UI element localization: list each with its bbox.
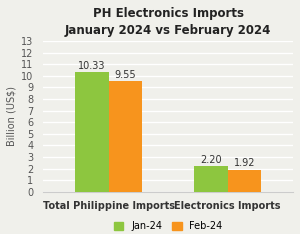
- Text: 10.33: 10.33: [78, 61, 106, 70]
- Title: PH Electronics Imports
January 2024 vs February 2024: PH Electronics Imports January 2024 vs F…: [65, 7, 271, 37]
- Bar: [75, 72, 109, 192]
- Legend: Jan-24, Feb-24: Jan-24, Feb-24: [110, 218, 226, 234]
- Bar: [228, 170, 261, 192]
- Bar: [109, 81, 142, 192]
- Text: 2.20: 2.20: [200, 155, 222, 165]
- Text: 1.92: 1.92: [233, 158, 255, 168]
- Text: 9.55: 9.55: [115, 69, 136, 80]
- Y-axis label: Billion (US$): Billion (US$): [7, 86, 17, 146]
- Bar: [194, 166, 228, 192]
